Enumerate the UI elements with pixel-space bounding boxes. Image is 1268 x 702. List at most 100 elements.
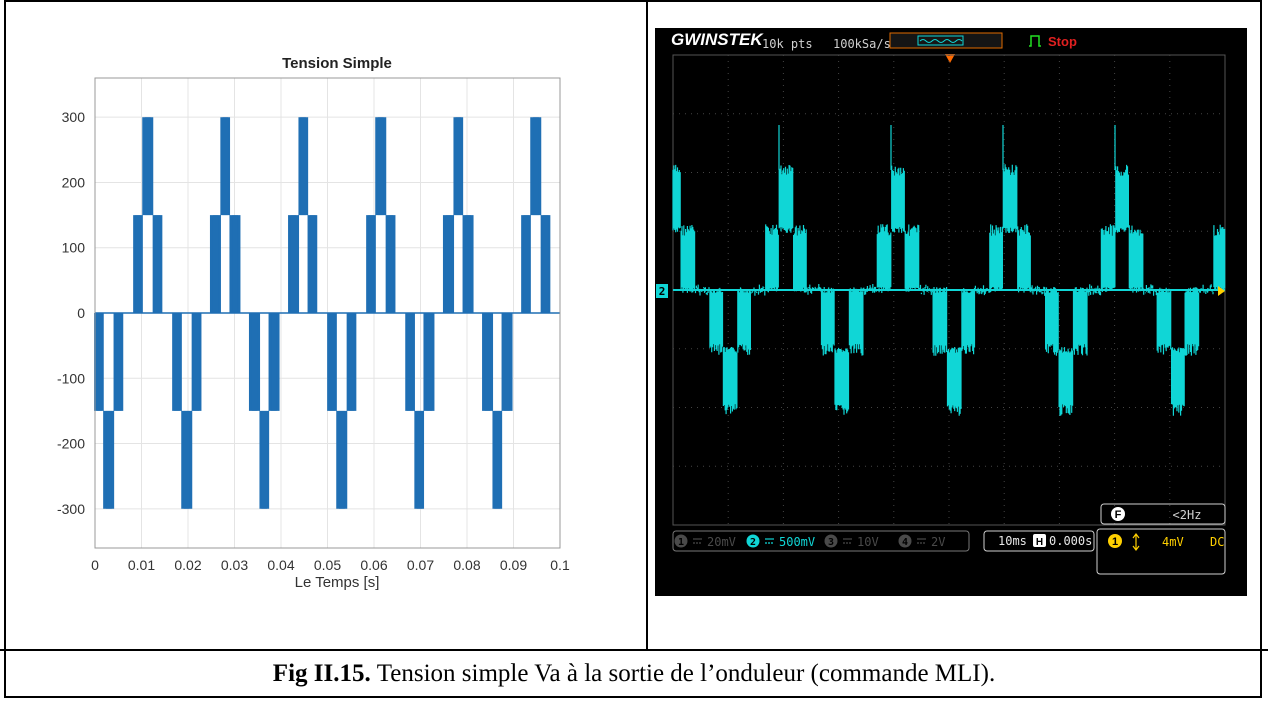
trigger-settings-box: [1096, 528, 1226, 575]
pwm-block: [251, 313, 258, 411]
oscilloscope-screen: GWINSTEK 10k pts 100kSa/s Stop 2 F <2Hz …: [655, 28, 1247, 596]
figure-caption: Fig II.15. Tension simple Va à la sortie…: [0, 651, 1268, 696]
pwm-block: [193, 313, 200, 411]
pwm-block: [271, 313, 277, 411]
caption-label: Fig II.15.: [272, 659, 371, 687]
horizontal-position: 0.000s: [1049, 534, 1092, 548]
trigger-frequency: <2Hz: [1173, 508, 1202, 522]
x-tick-label: 0.02: [174, 557, 201, 573]
trigger-source-badge: [1108, 534, 1122, 548]
y-tick-label: -300: [57, 501, 85, 517]
trigger-level-icon: [1132, 533, 1140, 551]
timebase-box: [983, 530, 1095, 552]
channel-1-badge-label: 1: [678, 537, 684, 548]
simulation-chart: Tension Simple 0 0.01 0.02 0.03 0.04 0.05 0.06…: [40, 40, 640, 630]
trigger-frequency-badge-label: F: [1115, 509, 1122, 521]
pwm-block: [523, 215, 530, 313]
trigger-position-marker: [945, 54, 955, 63]
timebase: 10ms: [998, 534, 1027, 548]
pwm-block: [542, 215, 549, 313]
record-length: 10k pts: [762, 37, 813, 51]
x-tick-label: 0.03: [221, 557, 248, 573]
pwm-block: [174, 313, 180, 411]
pwm-block: [290, 215, 297, 313]
channel-3-badge-label: 3: [828, 537, 834, 548]
figure-frame: [4, 0, 1262, 698]
trigger-source-badge-label: 1: [1112, 536, 1118, 548]
x-tick-label: 0.05: [314, 557, 341, 573]
memory-window: [917, 35, 964, 46]
pwm-block: [106, 410, 112, 509]
trigger-level: 4mV: [1162, 535, 1184, 549]
pwm-block: [154, 215, 161, 313]
x-tick-label: 0.04: [267, 557, 294, 573]
channel-3-scale: 10V: [857, 535, 879, 549]
trigger-coupling: DC: [1210, 535, 1224, 549]
channel-4-badge-label: 4: [902, 537, 908, 548]
column-divider: [646, 0, 648, 651]
horizontal-position-icon: [1033, 534, 1046, 547]
channel-2-badge-label: 2: [750, 537, 756, 548]
pwm-block: [212, 215, 219, 313]
pwm-block: [406, 313, 413, 411]
pwm-block: [348, 313, 355, 411]
pwm-block: [115, 313, 122, 411]
plot-area: [94, 77, 561, 549]
pwm-block: [232, 215, 238, 313]
pwm-block: [416, 410, 423, 509]
memory-wave-icon: [919, 39, 963, 43]
pwm-block: [387, 215, 394, 313]
pwm-block: [183, 410, 190, 509]
x-tick-label: 0.06: [360, 557, 387, 573]
trigger-edge-icon: [1029, 35, 1041, 47]
x-tick-label: 0.09: [500, 557, 527, 573]
pwm-block: [377, 117, 384, 216]
pwm-block: [300, 117, 306, 216]
run-status: Stop: [1048, 34, 1077, 49]
brand-logo: GWINSTEK: [671, 30, 764, 49]
pwm-block: [484, 313, 491, 411]
channel-4-scale: 2V: [931, 535, 945, 549]
channel-4-badge: [898, 534, 912, 548]
pwm-block: [455, 117, 462, 216]
channel-1-badge: [674, 534, 688, 548]
pwm-block: [504, 313, 510, 411]
x-axis-label: Le Temps [s]: [295, 574, 380, 591]
memory-bar: [889, 32, 1003, 49]
scope-trace: [672, 164, 1226, 416]
x-tick-label: 0.1: [550, 557, 570, 573]
trigger-frequency-badge: [1111, 507, 1125, 521]
pwm-block: [368, 215, 374, 313]
channel-2-marker: [656, 284, 668, 298]
caption-divider: [0, 649, 1268, 651]
chart-title: Tension Simple: [282, 55, 392, 72]
channel-2-marker-label: 2: [659, 285, 666, 298]
pwm-block: [465, 215, 471, 313]
channel-3-badge: [824, 534, 838, 548]
pwm-block: [426, 313, 433, 411]
y-tick-label: 100: [62, 240, 86, 256]
pwm-block: [329, 313, 336, 411]
trigger-freq-box: [1100, 503, 1226, 525]
pwm-block: [339, 410, 345, 509]
y-tick-label: -200: [57, 436, 85, 452]
pwm-block: [494, 410, 501, 509]
pwm-block: [533, 117, 539, 216]
channel-1-scale: 20mV: [707, 535, 736, 549]
pwm-block: [309, 215, 316, 313]
y-tick-label: 200: [62, 174, 86, 190]
x-tick-label: 0: [91, 557, 99, 573]
channel-2-scale: 500mV: [779, 535, 815, 549]
y-tick-label: 300: [62, 109, 86, 125]
pwm-block: [222, 117, 229, 216]
y-tick-label: 0: [77, 305, 85, 321]
pwm-block: [97, 313, 103, 411]
trigger-level-marker: [1218, 286, 1225, 296]
x-tick-label: 0.07: [407, 557, 434, 573]
sample-rate: 100kSa/s: [833, 37, 891, 51]
pwm-block: [135, 215, 141, 313]
x-tick-label: 0.08: [453, 557, 480, 573]
channel-2-badge: [746, 534, 760, 548]
caption-text: Tension simple Va à la sortie de l’ondul…: [376, 659, 996, 687]
pwm-block: [261, 410, 268, 509]
